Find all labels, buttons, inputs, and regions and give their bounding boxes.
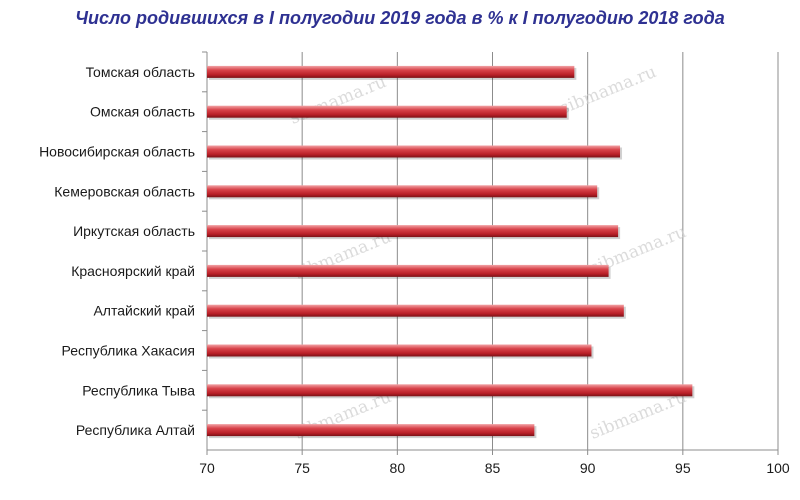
category-label: Республика Хакасия <box>62 343 195 359</box>
x-tick-label: 95 <box>675 460 691 476</box>
category-label: Новосибирская область <box>39 144 195 160</box>
x-tick-label: 90 <box>580 460 596 476</box>
category-label: Республика Тыва <box>82 382 195 398</box>
category-label: Красноярский край <box>71 263 195 279</box>
x-tick-label: 75 <box>294 460 310 476</box>
category-label: Томская область <box>86 64 195 80</box>
x-tick-label: 85 <box>485 460 501 476</box>
category-label: Алтайский край <box>93 303 195 319</box>
chart-title: Число родившихся в I полугодии 2019 года… <box>75 8 725 28</box>
bar <box>207 424 535 437</box>
x-tick-label: 80 <box>390 460 406 476</box>
bar <box>207 304 624 317</box>
x-tick-label: 70 <box>199 460 215 476</box>
x-tick-label: 100 <box>766 460 790 476</box>
bar <box>207 105 567 118</box>
bar <box>207 185 598 198</box>
category-label: Омская область <box>90 104 195 120</box>
bar <box>207 65 575 78</box>
bar <box>207 344 592 357</box>
category-label: Республика Алтай <box>76 422 195 438</box>
category-label: Кемеровская область <box>54 183 195 199</box>
category-label: Иркутская область <box>73 223 195 239</box>
bar <box>207 145 621 158</box>
bar <box>207 384 693 397</box>
bar <box>207 264 609 277</box>
bar <box>207 225 619 238</box>
